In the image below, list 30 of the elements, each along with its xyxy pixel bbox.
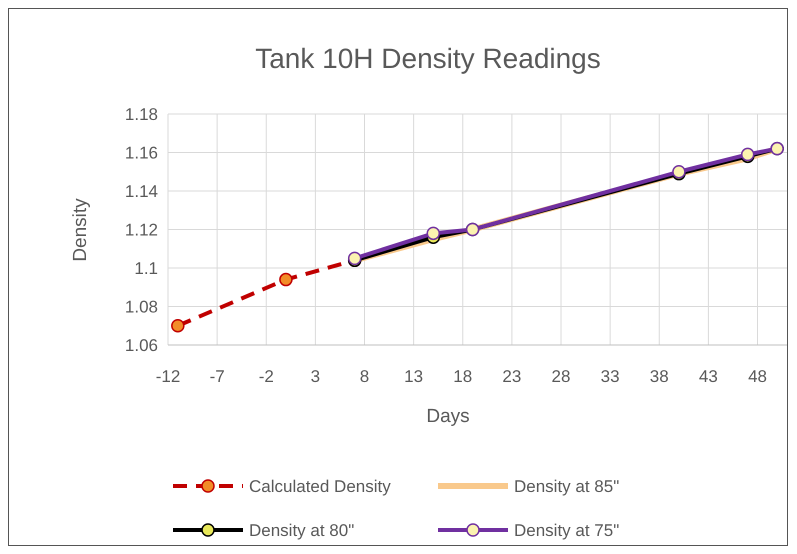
- y-tick-label: 1.16: [124, 144, 158, 162]
- point: [171, 319, 185, 332]
- point: [426, 226, 440, 240]
- x-tick-label: 18: [453, 367, 472, 386]
- x-tick-label: 38: [650, 367, 669, 386]
- x-tick-label: 33: [600, 367, 620, 386]
- x-tick-label: -2: [258, 367, 274, 386]
- x-tick-label: 3: [310, 367, 320, 386]
- x-tick-label: 43: [698, 367, 718, 386]
- legend-label: Density at 85": [514, 477, 620, 496]
- legend-label: Calculated Density: [249, 477, 392, 496]
- y-tick-label: 1.08: [124, 298, 158, 316]
- x-tick-label: 28: [552, 367, 570, 386]
- y-tick-label: 1.14: [124, 182, 158, 201]
- x-tick-label: 13: [404, 367, 424, 386]
- y-tick-label: 1.06: [124, 336, 158, 355]
- y-tick-label: 1.12: [124, 220, 158, 240]
- y-tick-label: 1.18: [124, 105, 158, 124]
- x-tick-label: 8: [360, 367, 370, 386]
- y-axis-title: Density: [70, 198, 91, 262]
- x-axis-title: Days: [426, 406, 470, 427]
- point: [279, 272, 293, 286]
- x-tick-label: -12: [156, 367, 180, 386]
- legend-label: Density at 75": [514, 521, 620, 540]
- x-tick-label: 48: [748, 367, 767, 386]
- legend-label: Density at 80": [249, 521, 354, 540]
- x-tick-label: -7: [210, 367, 225, 386]
- y-tick-label: 1.1: [134, 259, 158, 278]
- x-tick-label: 23: [502, 367, 522, 386]
- chart-title: Tank 10H Density Readings: [255, 43, 601, 74]
